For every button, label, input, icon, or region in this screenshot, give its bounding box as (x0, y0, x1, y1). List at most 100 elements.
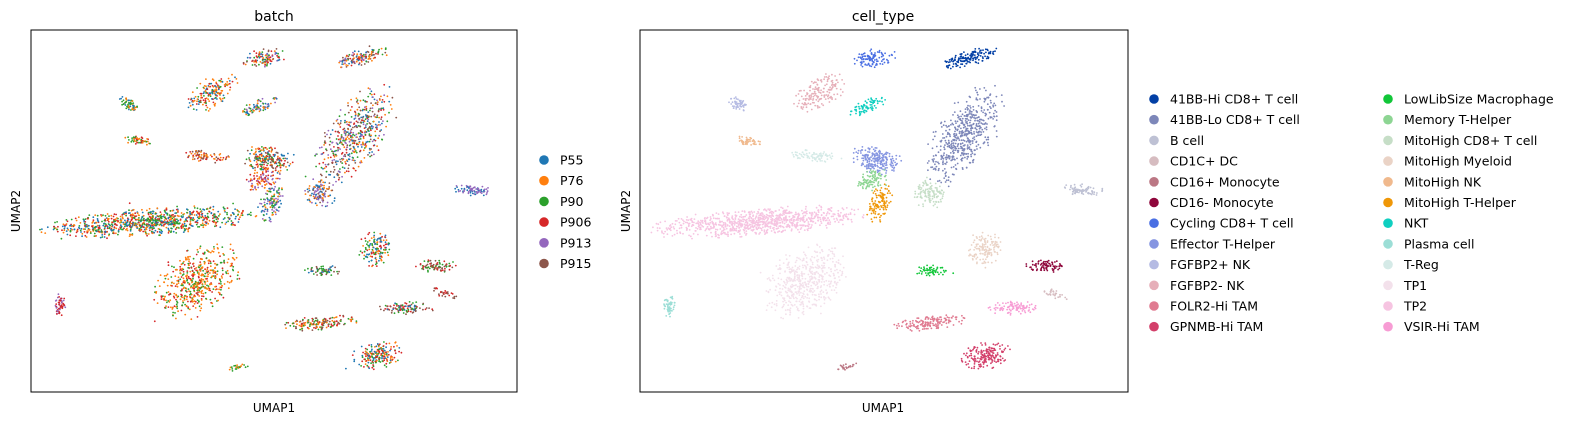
scatter-point (271, 204, 274, 207)
scatter-point (961, 113, 964, 116)
scatter-point (317, 323, 320, 326)
scatter-point (938, 162, 940, 165)
scatter-point (279, 199, 282, 202)
scatter-point (180, 263, 183, 266)
scatter-point (351, 136, 354, 139)
scatter-point (376, 145, 378, 148)
scatter-point (372, 359, 375, 361)
scatter-point (258, 99, 260, 102)
scatter-point (236, 274, 239, 277)
scatter-point (471, 188, 473, 191)
scatter-point (194, 307, 197, 309)
scatter-point (333, 155, 336, 158)
scatter-point (217, 87, 220, 89)
scatter-point (860, 64, 862, 66)
scatter-point (355, 133, 358, 136)
scatter-point (356, 108, 359, 111)
scatter-point (256, 108, 259, 110)
scatter-point (448, 262, 451, 265)
scatter-point (947, 61, 950, 64)
scatter-point (117, 233, 119, 236)
scatter-point (410, 308, 413, 311)
scatter-point (353, 122, 356, 125)
scatter-point (959, 66, 961, 69)
scatter-point (231, 370, 234, 372)
scatter-point (154, 285, 157, 288)
scatter-point (205, 85, 207, 88)
scatter-point (158, 217, 161, 220)
scatter-point (278, 187, 280, 190)
scatter-point (129, 212, 131, 214)
scatter-point (226, 207, 229, 210)
scatter-point (384, 251, 386, 254)
scatter-point (982, 49, 984, 51)
scatter-point (288, 164, 291, 167)
scatter-point (206, 266, 209, 269)
scatter-point (187, 266, 190, 269)
scatter-point (271, 178, 274, 181)
scatter-point (125, 214, 127, 217)
scatter-point (815, 98, 818, 101)
scatter-point (183, 299, 186, 301)
scatter-point (195, 253, 198, 256)
scatter-point (151, 227, 154, 229)
scatter-point (873, 101, 876, 104)
scatter-point (339, 158, 341, 161)
scatter-point (244, 366, 247, 369)
scatter-point (966, 144, 969, 147)
scatter-point (208, 210, 211, 213)
scatter-point (253, 159, 256, 162)
scatter-point (437, 267, 440, 269)
scatter-point (429, 259, 432, 262)
scatter-point (365, 60, 368, 63)
scatter-point (246, 56, 249, 59)
scatter-point (186, 217, 188, 219)
scatter-point (146, 209, 148, 212)
scatter-point (213, 246, 215, 248)
scatter-point (337, 178, 340, 181)
scatter-point (313, 326, 315, 329)
scatter-point (259, 160, 262, 163)
scatter-point (219, 153, 222, 155)
scatter-point (351, 106, 353, 108)
scatter-point (389, 356, 392, 359)
scatter-point (952, 63, 955, 65)
scatter-point (146, 234, 149, 237)
scatter-point (372, 246, 375, 249)
scatter-point (968, 58, 971, 61)
scatter-point (203, 275, 206, 278)
scatter-point (59, 306, 62, 308)
scatter-point (199, 159, 202, 162)
scatter-point (322, 319, 324, 322)
scatter-point (956, 162, 959, 165)
scatter-point (969, 54, 972, 57)
scatter-point (174, 212, 177, 215)
scatter-point (457, 188, 460, 191)
scatter-point (367, 361, 370, 364)
scatter-point (387, 351, 389, 353)
scatter-point (745, 136, 748, 139)
scatter-point (369, 107, 372, 110)
scatter-point (255, 105, 257, 108)
scatter-point (151, 232, 154, 235)
scatter-point (199, 82, 202, 85)
scatter-point (345, 55, 348, 58)
scatter-point (260, 180, 263, 183)
scatter-point (955, 122, 957, 124)
scatter-point (381, 251, 384, 254)
scatter-point (357, 143, 360, 146)
scatter-point (255, 65, 258, 67)
scatter-point (145, 219, 147, 221)
scatter-point (193, 289, 196, 292)
scatter-point (267, 181, 270, 184)
scatter-point (192, 286, 195, 289)
scatter-point (363, 120, 366, 123)
scatter-point (977, 52, 979, 54)
scatter-point (980, 133, 983, 136)
scatter-point (198, 289, 201, 292)
scatter-point (132, 104, 135, 107)
scatter-point (730, 97, 732, 100)
scatter-point (226, 84, 229, 87)
scatter-point (801, 108, 804, 110)
